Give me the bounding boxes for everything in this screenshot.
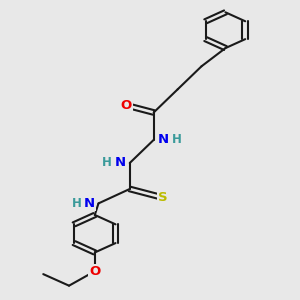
Text: N: N	[115, 157, 126, 169]
Text: H: H	[71, 197, 81, 210]
Text: S: S	[158, 191, 168, 204]
Text: O: O	[121, 99, 132, 112]
Text: H: H	[172, 134, 182, 146]
Text: H: H	[102, 157, 112, 169]
Text: N: N	[157, 134, 168, 146]
Text: O: O	[89, 265, 100, 278]
Text: N: N	[84, 197, 95, 210]
